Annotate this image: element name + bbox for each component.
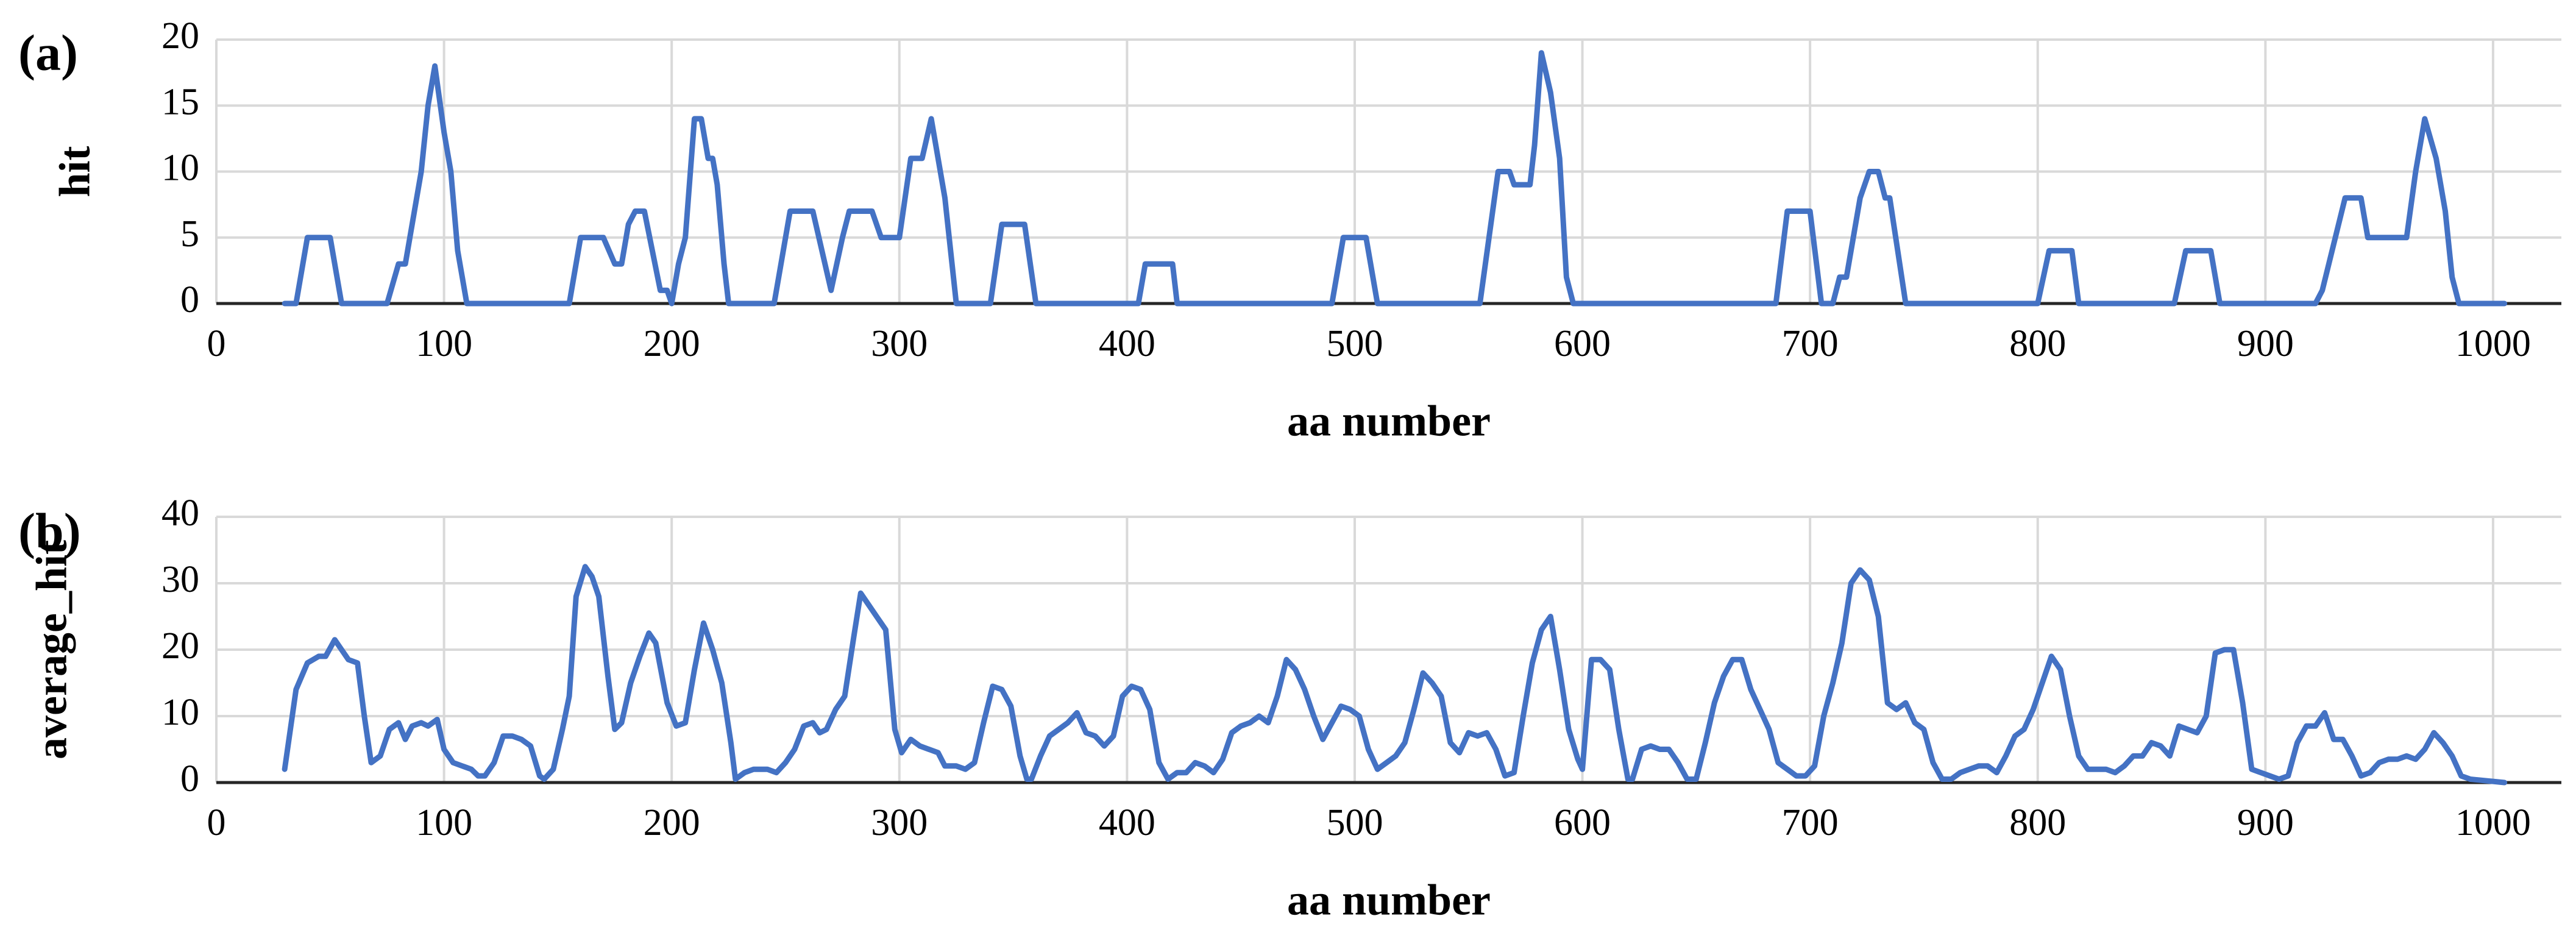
x-axis-label: aa number [1287, 876, 1491, 925]
x-tick-label: 400 [1099, 802, 1155, 843]
data-line [282, 50, 2508, 307]
x-tick-label: 900 [2237, 323, 2294, 364]
y-tick-label: 0 [180, 758, 199, 800]
x-tick-label: 600 [1554, 323, 1611, 364]
y-axis-label: average_hit [27, 540, 76, 759]
x-tick-label: 800 [2009, 802, 2066, 843]
x-tick-label: 100 [416, 802, 472, 843]
y-tick-label: 10 [161, 147, 199, 189]
x-tick-label: 300 [871, 323, 928, 364]
x-axis-label: aa number [1287, 397, 1491, 446]
data-line [282, 564, 2508, 786]
x-tick-label: 0 [207, 323, 226, 364]
y-tick-label: 30 [161, 559, 199, 600]
x-tick-label: 300 [871, 802, 928, 843]
panel-label: (a) [18, 24, 78, 81]
x-tick-label: 800 [2009, 323, 2066, 364]
y-tick-label: 15 [161, 81, 199, 123]
panel-label: (b) [18, 503, 81, 559]
y-tick-label: 10 [161, 692, 199, 733]
x-tick-label: 700 [1782, 802, 1839, 843]
x-tick-label: 700 [1782, 323, 1839, 364]
x-tick-label: 500 [1326, 323, 1383, 364]
x-tick-label: 500 [1326, 802, 1383, 843]
y-tick-label: 40 [161, 492, 199, 534]
x-tick-label: 400 [1099, 323, 1155, 364]
y-tick-label: 5 [180, 213, 199, 255]
x-tick-label: 200 [644, 323, 700, 364]
y-tick-label: 20 [161, 15, 199, 57]
x-tick-label: 900 [2237, 802, 2294, 843]
x-tick-label: 200 [644, 802, 700, 843]
x-tick-label: 100 [416, 323, 472, 364]
y-axis-label: hit [51, 146, 99, 197]
x-tick-label: 1000 [2455, 323, 2531, 364]
y-tick-label: 0 [180, 279, 199, 321]
x-tick-label: 600 [1554, 802, 1611, 843]
x-tick-label: 0 [207, 802, 226, 843]
x-tick-label: 1000 [2455, 802, 2531, 843]
y-tick-label: 20 [161, 625, 199, 667]
